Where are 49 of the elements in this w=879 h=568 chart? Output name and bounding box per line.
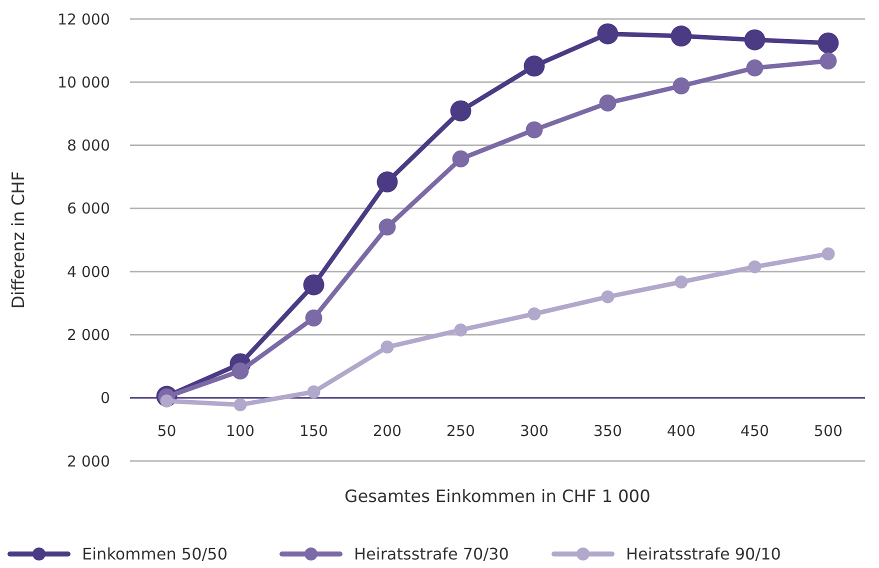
y-tick-label: 2 000 (67, 326, 110, 344)
point (450, 100, 472, 122)
x-tick-label: 250 (446, 422, 476, 440)
point (599, 94, 616, 112)
point (303, 274, 324, 296)
point (818, 32, 839, 54)
x-tick-label: 350 (593, 422, 622, 440)
point (674, 275, 688, 288)
point (452, 150, 470, 168)
point (820, 52, 837, 70)
x-tick-label: 100 (226, 422, 255, 440)
x-tick-label: 450 (740, 422, 770, 440)
x-axis-title: Gesamtes Einkommen in CHF 1 000 (344, 487, 650, 507)
point (528, 307, 541, 320)
y-tick-label: 12 000 (58, 10, 110, 28)
point (748, 260, 762, 274)
y-axis-title: Differenz in CHF (9, 171, 29, 309)
point (672, 77, 690, 94)
point (305, 309, 322, 326)
point (746, 59, 764, 76)
y-tick-label: 10 000 (58, 73, 110, 92)
point (524, 56, 545, 77)
point (670, 26, 692, 47)
x-tick-label: 200 (372, 422, 402, 440)
point (597, 23, 618, 44)
point (376, 171, 398, 192)
y-tick-label: 0 (100, 389, 110, 408)
y-tick-label: 8 000 (67, 136, 110, 155)
point (232, 362, 249, 380)
point (822, 247, 835, 260)
point (526, 121, 543, 138)
legend-label: Heiratsstrafe 90/10 (626, 544, 781, 564)
point (378, 218, 396, 236)
x-tick-label: 150 (299, 422, 328, 440)
x-tick-label: 300 (520, 422, 549, 440)
x-tick-label: 400 (666, 422, 696, 440)
y-tick-label: 6 000 (67, 200, 110, 218)
y-tick-label: 4 000 (67, 262, 110, 281)
point (601, 290, 614, 304)
x-tick-label: 50 (157, 422, 176, 440)
x-tick-label: 500 (814, 422, 843, 440)
y-tick-label: 2 000 (67, 452, 110, 470)
legend-label: Einkommen 50/50 (82, 544, 228, 564)
point (307, 385, 320, 398)
point (380, 340, 394, 354)
point (454, 323, 468, 336)
point (234, 398, 247, 412)
point (744, 29, 766, 50)
legend-label: Heiratsstrafe 70/30 (354, 544, 509, 564)
